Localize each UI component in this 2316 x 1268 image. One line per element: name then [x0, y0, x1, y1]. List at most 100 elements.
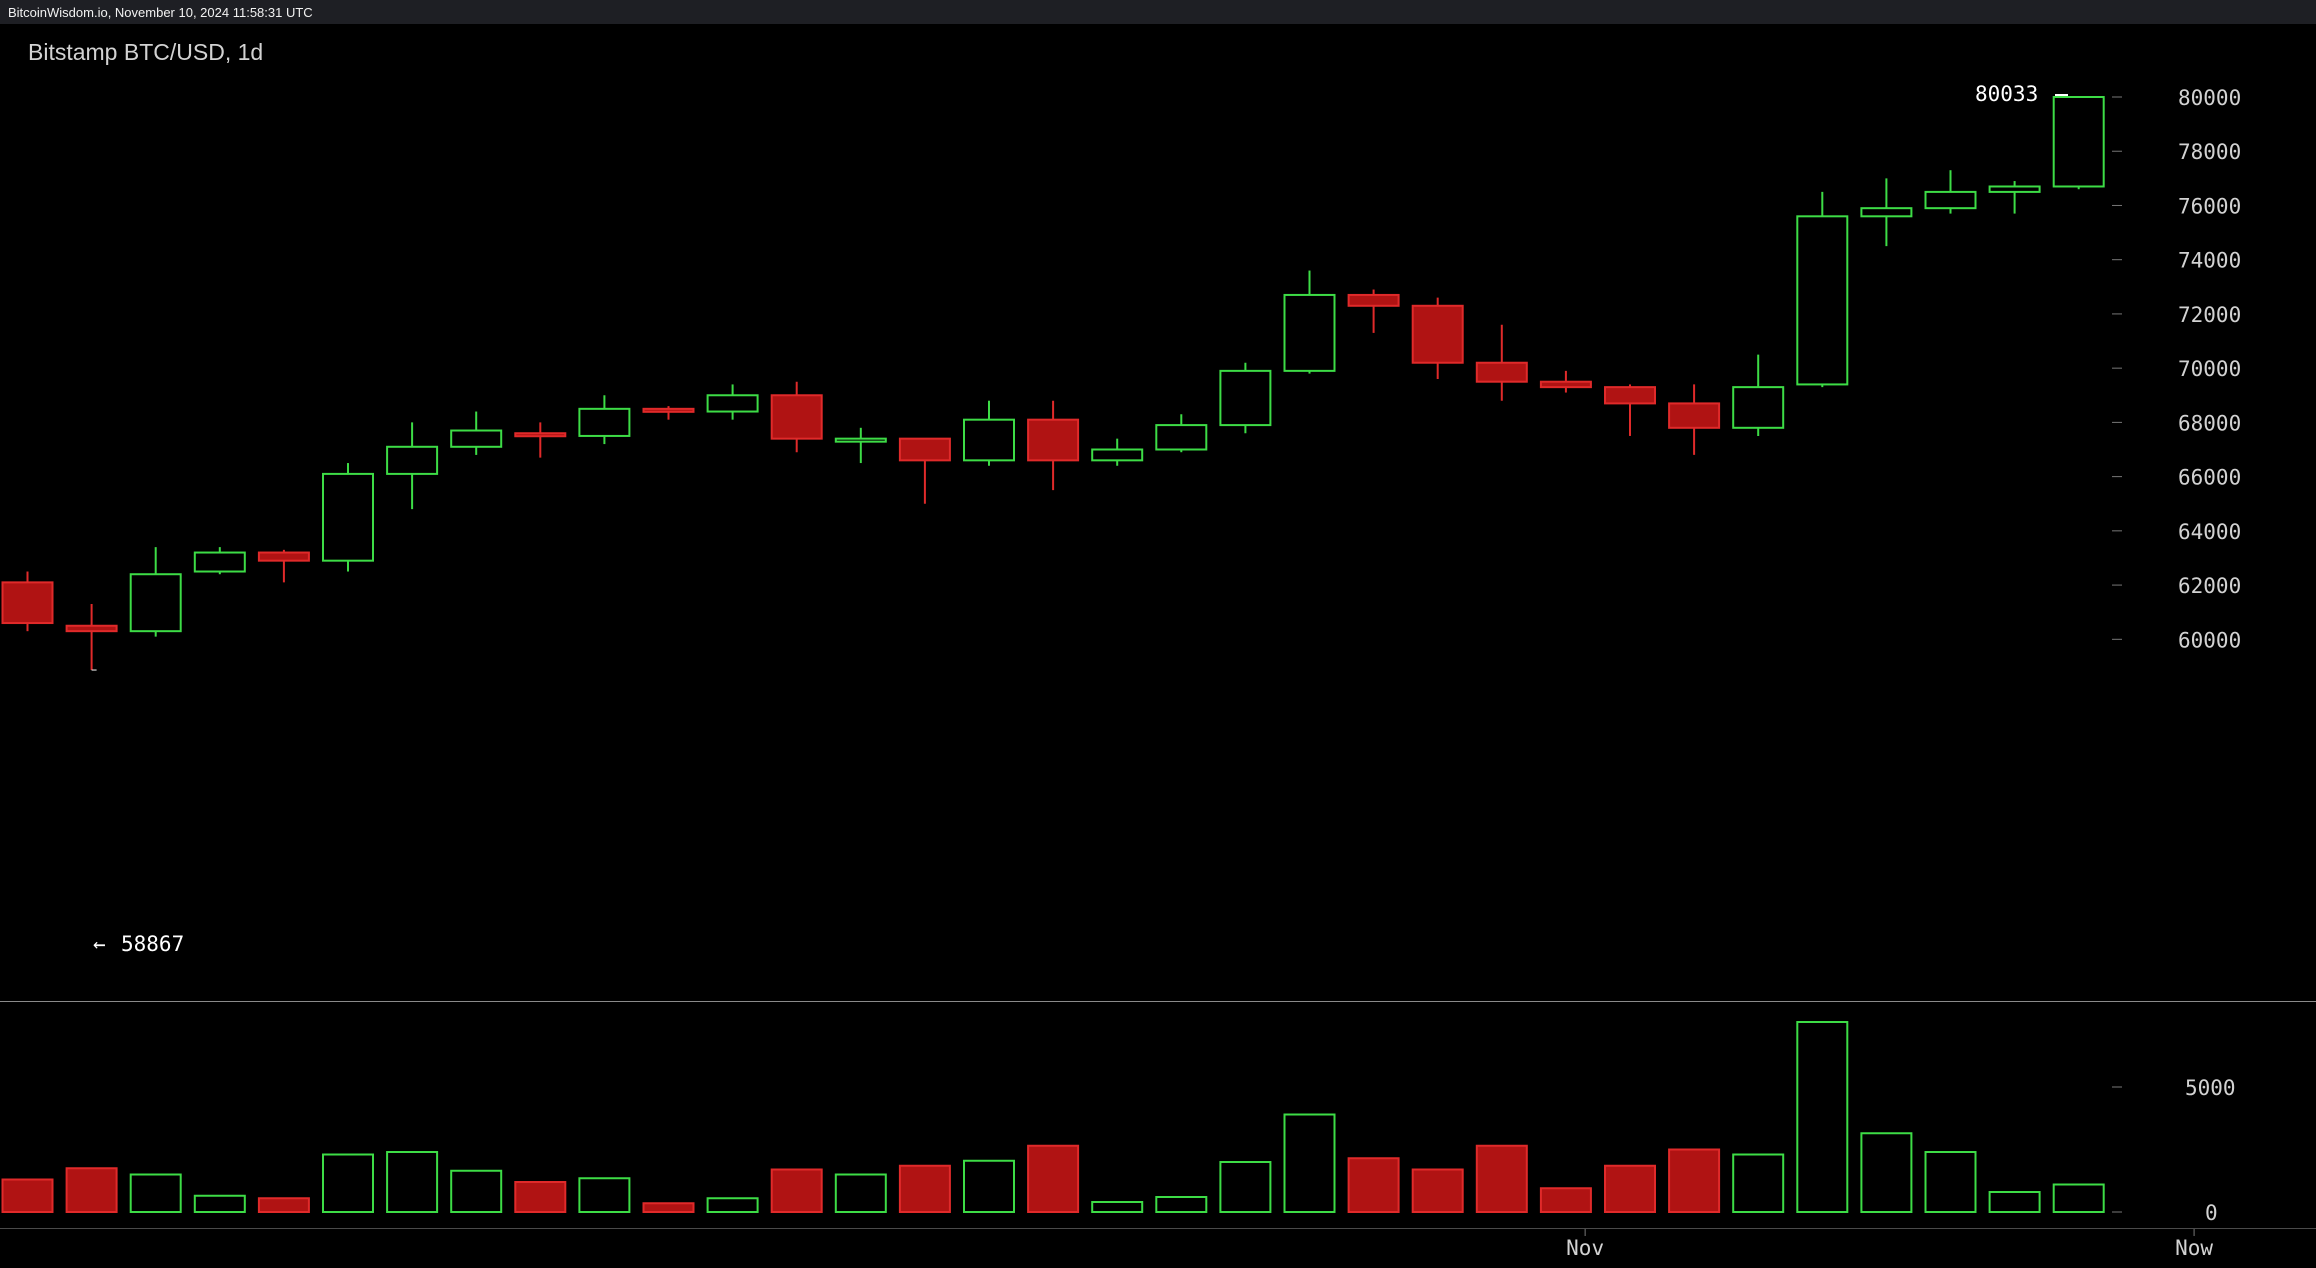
- candle-body: [578, 407, 631, 437]
- chart-frame: [0, 24, 2316, 1268]
- candle-body: [1411, 304, 1464, 364]
- candle: [450, 411, 503, 455]
- candle: [963, 400, 1015, 466]
- candle-body: [642, 407, 695, 413]
- volume-bar: [386, 1151, 439, 1213]
- volume-bar: [1732, 1153, 1785, 1213]
- candle: [1219, 362, 1272, 434]
- candle: [1860, 178, 1913, 247]
- candle: [257, 549, 310, 583]
- candle-body: [1604, 386, 1656, 405]
- volume-bar: [514, 1181, 567, 1213]
- price-tick-label: 78000: [2178, 140, 2241, 164]
- candle: [706, 384, 759, 420]
- price-tick-label: 74000: [2178, 249, 2241, 273]
- candle: [1155, 414, 1208, 453]
- volume-bar: [65, 1167, 118, 1213]
- volume-bar: [1155, 1196, 1208, 1213]
- candle-body: [1155, 424, 1208, 451]
- high-annotation: 80033: [1975, 82, 2038, 106]
- candle: [642, 406, 695, 420]
- volume-bar: [1283, 1113, 1336, 1213]
- candle-body: [1475, 361, 1528, 383]
- candle: [1475, 324, 1528, 401]
- candle-body: [1347, 293, 1400, 307]
- candle: [1, 571, 54, 632]
- volume-bar: [129, 1173, 182, 1213]
- volume-bar: [1411, 1168, 1464, 1213]
- volume-bar: [1539, 1187, 1592, 1213]
- volume-bar: [1091, 1201, 1144, 1213]
- volume-bar: [642, 1202, 695, 1213]
- candle-body: [514, 432, 567, 438]
- candle-body: [1988, 185, 2041, 193]
- volume-bar: [578, 1177, 631, 1213]
- candle-body: [1924, 190, 1977, 210]
- volume-tick-label: 0: [2205, 1201, 2218, 1225]
- volume-bar: [1027, 1144, 1080, 1213]
- price-tick-label: 66000: [2178, 466, 2241, 490]
- candle-body: [1091, 448, 1144, 462]
- candle: [129, 547, 182, 637]
- candle: [770, 381, 823, 453]
- candle-body: [1732, 386, 1785, 429]
- candle: [1604, 384, 1656, 436]
- candle-body: [706, 394, 759, 413]
- candle: [1347, 289, 1400, 333]
- volume-bar: [193, 1194, 246, 1213]
- price-tick-label: 70000: [2178, 357, 2241, 381]
- volume-bar: [706, 1197, 759, 1213]
- candle: [834, 427, 887, 464]
- candle: [65, 604, 118, 671]
- candle: [1924, 170, 1977, 214]
- candle-body: [257, 551, 310, 562]
- volume-bar: [1219, 1161, 1272, 1213]
- candle-body: [963, 418, 1015, 462]
- header-bar: BitcoinWisdom.io, November 10, 2024 11:5…: [0, 0, 2316, 24]
- candle-body: [834, 437, 887, 443]
- candle: [2052, 96, 2105, 190]
- candle-body: [2052, 96, 2105, 188]
- candle-body: [450, 429, 503, 448]
- candle-body: [770, 394, 823, 440]
- volume-bar: [834, 1173, 887, 1213]
- candle-body: [1027, 418, 1080, 462]
- volume-bar: [1988, 1191, 2041, 1213]
- candle: [1732, 354, 1785, 436]
- volume-bar: [450, 1169, 503, 1213]
- candle-body: [1283, 293, 1336, 372]
- volume-bar: [1860, 1132, 1913, 1213]
- candle-body: [65, 624, 118, 633]
- source-timestamp: BitcoinWisdom.io, November 10, 2024 11:5…: [8, 5, 313, 20]
- candle-body: [1, 581, 54, 625]
- volume-bar: [1347, 1157, 1400, 1213]
- volume-bar: [898, 1164, 951, 1213]
- volume-bar: [2052, 1183, 2105, 1213]
- volume-bar: [322, 1153, 374, 1213]
- candle: [578, 395, 631, 445]
- candle: [898, 437, 951, 504]
- price-tick-label: 60000: [2178, 628, 2241, 652]
- chart-title: Bitstamp BTC/USD, 1d: [28, 39, 263, 65]
- price-tick-label: 72000: [2178, 303, 2241, 327]
- candle: [386, 422, 439, 510]
- candle: [322, 463, 374, 572]
- candle-body: [1860, 207, 1913, 218]
- candle-body: [193, 551, 246, 573]
- price-tick-label: 62000: [2178, 574, 2241, 598]
- candle-body: [1219, 369, 1272, 427]
- candle: [193, 547, 246, 575]
- price-tick-label: 64000: [2178, 520, 2241, 544]
- candle: [1283, 270, 1336, 374]
- volume-bar: [1604, 1164, 1656, 1213]
- time-tick-label: Now: [2175, 1236, 2213, 1260]
- candle: [1411, 297, 1464, 379]
- low-annotation: 58867: [121, 932, 184, 956]
- price-tick-label: 80000: [2178, 86, 2241, 110]
- volume-bar: [257, 1197, 310, 1213]
- time-tick-label: Nov: [1566, 1236, 1604, 1260]
- candle: [1988, 181, 2041, 214]
- candle-body: [1796, 215, 1849, 386]
- volume-bar: [1796, 1021, 1849, 1213]
